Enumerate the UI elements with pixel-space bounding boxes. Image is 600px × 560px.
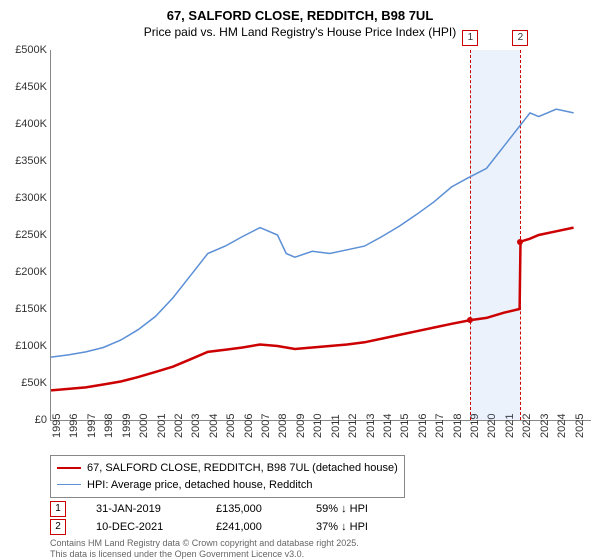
y-axis-label: £150K: [3, 303, 47, 315]
y-axis-label: £450K: [3, 81, 47, 93]
y-axis-label: £50K: [3, 377, 47, 389]
y-axis-label: £250K: [3, 229, 47, 241]
annotation-date: 10-DEC-2021: [96, 521, 186, 533]
y-axis-label: £300K: [3, 192, 47, 204]
annotation-price: £135,000: [216, 503, 286, 515]
footer-line2: This data is licensed under the Open Gov…: [50, 549, 359, 560]
annotation-delta: 59% ↓ HPI: [316, 503, 406, 515]
annotation-id: 1: [50, 501, 66, 517]
annotation-price: £241,000: [216, 521, 286, 533]
chart-subtitle: Price paid vs. HM Land Registry's House …: [0, 25, 600, 43]
annotation-row: 2 10-DEC-2021 £241,000 37% ↓ HPI: [50, 518, 406, 536]
marker-label: 1: [462, 30, 478, 46]
legend: 67, SALFORD CLOSE, REDDITCH, B98 7UL (de…: [50, 455, 405, 498]
y-axis-label: £350K: [3, 155, 47, 167]
chart-container: 67, SALFORD CLOSE, REDDITCH, B98 7UL Pri…: [0, 0, 600, 560]
series-line-hpi: [51, 109, 574, 357]
footer-line1: Contains HM Land Registry data © Crown c…: [50, 538, 359, 549]
annotation-date: 31-JAN-2019: [96, 503, 186, 515]
series-svg: [51, 50, 591, 420]
annotation-id: 2: [50, 519, 66, 535]
legend-swatch: [57, 484, 81, 485]
y-axis-label: £500K: [3, 44, 47, 56]
legend-item: 67, SALFORD CLOSE, REDDITCH, B98 7UL (de…: [57, 460, 398, 477]
annotation-delta: 37% ↓ HPI: [316, 521, 406, 533]
annotation-table: 1 31-JAN-2019 £135,000 59% ↓ HPI 2 10-DEC-202…: [50, 500, 406, 536]
y-axis-label: £0: [3, 414, 47, 426]
marker-label: 2: [512, 30, 528, 46]
y-axis-label: £200K: [3, 266, 47, 278]
legend-label: HPI: Average price, detached house, Redd…: [87, 477, 312, 494]
legend-swatch: [57, 467, 81, 469]
y-axis-label: £100K: [3, 340, 47, 352]
y-axis-label: £400K: [3, 118, 47, 130]
footer-text: Contains HM Land Registry data © Crown c…: [50, 538, 359, 560]
annotation-row: 1 31-JAN-2019 £135,000 59% ↓ HPI: [50, 500, 406, 518]
chart-title: 67, SALFORD CLOSE, REDDITCH, B98 7UL: [0, 0, 600, 25]
plot-area: £0£50K£100K£150K£200K£250K£300K£350K£400…: [50, 50, 591, 421]
legend-label: 67, SALFORD CLOSE, REDDITCH, B98 7UL (de…: [87, 460, 398, 477]
legend-item: HPI: Average price, detached house, Redd…: [57, 477, 398, 494]
